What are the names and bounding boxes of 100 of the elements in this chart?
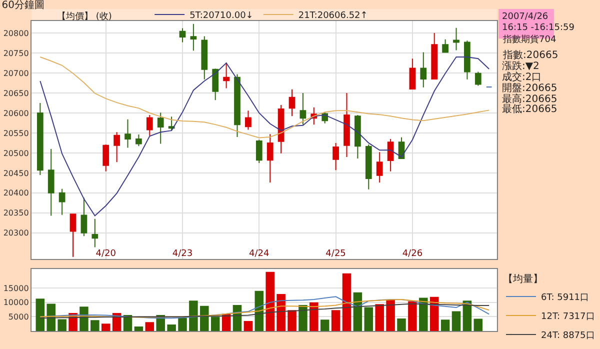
y-tick-label: 15000 xyxy=(3,284,29,293)
bar xyxy=(397,318,406,332)
candlestick xyxy=(354,114,361,160)
bar xyxy=(310,302,318,332)
bar xyxy=(331,310,340,332)
candlestick xyxy=(201,36,208,80)
candlestick xyxy=(442,38,448,53)
candlestick xyxy=(300,92,306,126)
bar xyxy=(288,310,296,332)
y-tick-label: 20550 xyxy=(3,128,29,138)
candlestick xyxy=(234,74,240,138)
bar xyxy=(386,299,395,332)
bar xyxy=(46,304,56,332)
candlestick xyxy=(114,132,120,163)
candlestick xyxy=(36,102,44,176)
text: 最低:20665 xyxy=(502,104,558,115)
bar xyxy=(298,304,308,332)
candlestick xyxy=(92,218,98,248)
candlestick xyxy=(288,88,296,117)
legend-label: 24T: 8875口 xyxy=(541,331,595,342)
candlestick xyxy=(157,112,164,144)
text: 成交:2口 xyxy=(502,71,542,83)
y-tick-label: 20350 xyxy=(3,208,29,218)
bar xyxy=(266,272,274,332)
bar xyxy=(342,273,352,332)
bar xyxy=(178,318,187,332)
text: 指數期貨704 xyxy=(502,34,556,45)
candlestick xyxy=(420,52,427,88)
legend-label: 21T:20606.52↑ xyxy=(298,11,368,22)
candlestick xyxy=(387,138,394,172)
bar xyxy=(452,311,461,332)
x-tick-label: 4/23 xyxy=(172,248,193,259)
y-tick-label: 20650 xyxy=(3,88,29,98)
candlestick xyxy=(80,197,88,237)
candlestick xyxy=(136,134,142,147)
candlestick xyxy=(58,188,66,216)
bar xyxy=(101,324,110,332)
legend-label: 6T: 5911口 xyxy=(541,293,590,304)
bar xyxy=(189,300,198,332)
annotation: 【均價】 (收) xyxy=(57,11,112,22)
y-tick-label: 20750 xyxy=(3,48,29,58)
candlestick xyxy=(223,62,230,89)
legend-label: 12T: 7317口 xyxy=(541,312,595,322)
y-tick-label: 20500 xyxy=(3,148,29,158)
bar xyxy=(200,306,209,332)
text: 指數:20665 xyxy=(502,49,558,61)
x-tick-label: 4/24 xyxy=(249,248,270,259)
line-series xyxy=(40,56,490,138)
candlestick xyxy=(256,139,262,164)
bar xyxy=(36,298,45,332)
bar xyxy=(474,318,483,332)
bar xyxy=(419,298,428,332)
bar xyxy=(364,307,374,332)
bar xyxy=(167,324,176,332)
text: 16:15 -16:15:59 xyxy=(502,23,575,33)
bar xyxy=(90,320,100,332)
chart-title: 60分鐘圖 xyxy=(2,0,45,11)
x-tick-label: 4/25 xyxy=(326,248,346,259)
line-series xyxy=(40,56,490,216)
y-tick-label: 20400 xyxy=(3,188,29,198)
candlestick xyxy=(48,148,54,216)
candlestick xyxy=(464,40,470,80)
y-tick-label: 5000 xyxy=(8,312,29,322)
candlestick xyxy=(70,214,76,258)
y-tick-label: 20450 xyxy=(3,168,29,178)
bar xyxy=(244,321,253,332)
legend-label: 5T:20710.00↓ xyxy=(190,11,254,22)
y-tick-label: 20600 xyxy=(3,108,29,118)
bar xyxy=(320,320,330,332)
candlestick xyxy=(344,92,350,158)
bar xyxy=(58,319,66,332)
bar xyxy=(210,316,220,332)
candlestick xyxy=(146,114,153,136)
text: 2007/4/26 xyxy=(502,12,548,22)
x-tick-label: 4/20 xyxy=(96,248,116,259)
candlestick xyxy=(474,71,482,86)
bar xyxy=(375,304,384,332)
candlestick xyxy=(365,144,372,190)
candlestick xyxy=(245,110,252,130)
y-tick-label: 20700 xyxy=(3,68,29,78)
bar xyxy=(145,322,154,332)
text: 漲跌:▼2 xyxy=(502,60,540,72)
candlestick xyxy=(190,23,197,52)
candlestick xyxy=(179,28,186,43)
text: 最高:20665 xyxy=(502,93,558,105)
y-tick-label: 20300 xyxy=(3,228,29,238)
y-tick-label: 10000 xyxy=(3,298,29,308)
bar xyxy=(408,301,417,332)
y-tick-label: 20800 xyxy=(3,28,29,38)
candlestick xyxy=(376,152,383,184)
candlestick xyxy=(431,32,438,80)
text: 開盤:20665 xyxy=(502,82,558,94)
bar xyxy=(134,326,144,332)
candlestick xyxy=(124,118,131,148)
bar xyxy=(440,320,450,332)
candlestick xyxy=(266,134,274,184)
candlestick xyxy=(453,27,460,51)
line-series xyxy=(40,303,490,319)
candlestick xyxy=(212,68,219,101)
candlestick xyxy=(332,142,339,171)
